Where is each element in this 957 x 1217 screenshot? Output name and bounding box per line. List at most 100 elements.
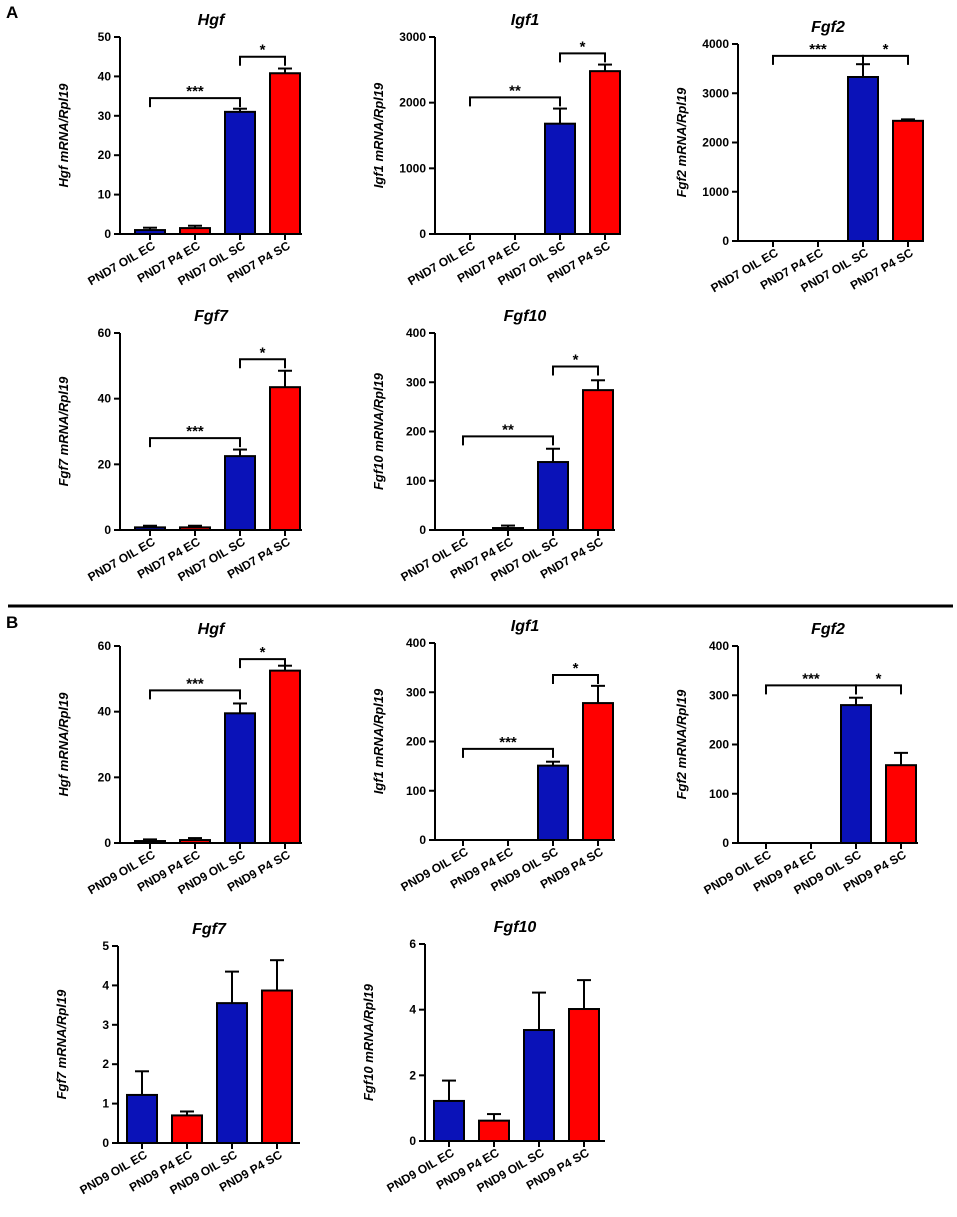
y-tick-label: 1000 [399,161,426,175]
y-tick-label: 2000 [702,136,729,150]
bar [582,702,614,842]
significance-bracket [149,437,241,448]
y-tick-label: 50 [98,30,112,44]
y-tick-label: 200 [709,738,729,752]
significance-label: * [876,670,882,687]
bar [179,526,211,532]
bar [589,70,621,235]
chart-title: Fgf10 [504,308,547,325]
y-tick-label: 40 [98,392,112,406]
significance-bracket [149,97,241,108]
bar [433,1099,465,1143]
y-tick-label: 4 [102,978,109,992]
panel-label-a: A [6,3,18,22]
significance-label: ** [502,421,514,438]
y-axis-label: Fgf2 mRNA/Rpl19 [674,689,689,800]
y-tick-label: 10 [98,188,112,202]
chart-title: Hgf [198,621,226,638]
significance-label: *** [499,734,517,751]
bar [171,1114,203,1145]
y-tick-label: 2000 [399,96,426,110]
y-tick-label: 400 [406,636,426,650]
bar [537,764,569,842]
bar [269,669,301,844]
bar [224,712,256,845]
y-tick-label: 20 [98,457,112,471]
significance-bracket [239,658,286,669]
y-tick-label: 0 [102,1136,109,1150]
y-tick-label: 20 [98,148,112,162]
bar [544,122,576,235]
significance-label: *** [802,670,820,687]
y-tick-label: 0 [104,227,111,241]
y-tick-label: 3000 [399,30,426,44]
significance-label: * [883,41,889,58]
significance-bracket [469,96,561,107]
bar [478,1119,510,1142]
bar [126,1093,158,1145]
significance-label: *** [186,675,204,692]
significance-bracket [552,674,599,685]
significance-bracket [462,435,554,446]
bar [179,839,211,844]
y-tick-label: 0 [722,234,729,248]
panel-label-b: B [6,613,18,632]
bar [523,1029,555,1142]
y-axis-label: Fgf7 mRNA/Rpl19 [56,376,71,487]
y-tick-label: 3 [102,1018,109,1032]
y-tick-label: 40 [98,705,112,719]
y-tick-label: 1 [102,1097,109,1111]
significance-label: * [573,351,579,368]
y-axis-label: Hgf mRNA/Rpl19 [56,83,71,188]
bar [582,389,614,531]
significance-label: *** [809,41,827,58]
y-tick-label: 400 [406,326,426,340]
chart-title: Fgf10 [494,919,537,936]
y-axis-label: Hgf mRNA/Rpl19 [56,692,71,797]
significance-label: * [260,644,266,661]
bar [134,229,166,235]
y-tick-label: 4000 [702,37,729,51]
y-tick-label: 100 [406,784,426,798]
significance-label: *** [186,83,204,100]
significance-bracket [559,52,606,63]
y-tick-label: 400 [709,639,729,653]
y-tick-label: 2 [102,1057,109,1071]
chart-title: Igf1 [511,12,540,29]
y-tick-label: 0 [104,523,111,537]
y-tick-label: 0 [104,836,111,850]
bar [892,119,924,242]
y-axis-label: Igf1 mRNA/Rpl19 [371,688,386,794]
y-tick-label: 0 [409,1134,416,1148]
significance-bracket [552,365,599,376]
significance-label: * [260,42,266,59]
chart-title: Fgf7 [194,308,229,325]
bar [179,227,211,235]
y-tick-label: 40 [98,69,112,83]
y-tick-label: 3000 [702,86,729,100]
chart-title: Fgf2 [811,19,845,36]
y-tick-label: 300 [406,375,426,389]
y-axis-label: Fgf10 mRNA/Rpl19 [361,983,376,1101]
y-tick-label: 300 [709,688,729,702]
y-tick-label: 4 [409,1003,416,1017]
significance-bracket [855,684,902,695]
y-tick-label: 200 [406,735,426,749]
y-tick-label: 0 [419,523,426,537]
significance-bracket [239,358,286,369]
bar [537,461,569,531]
bar [847,75,879,242]
bar [261,989,293,1144]
bar [224,455,256,531]
significance-label: * [573,660,579,677]
bar [492,527,524,532]
bar [840,704,872,844]
significance-bracket [862,54,909,65]
bar [224,110,256,235]
y-tick-label: 20 [98,770,112,784]
